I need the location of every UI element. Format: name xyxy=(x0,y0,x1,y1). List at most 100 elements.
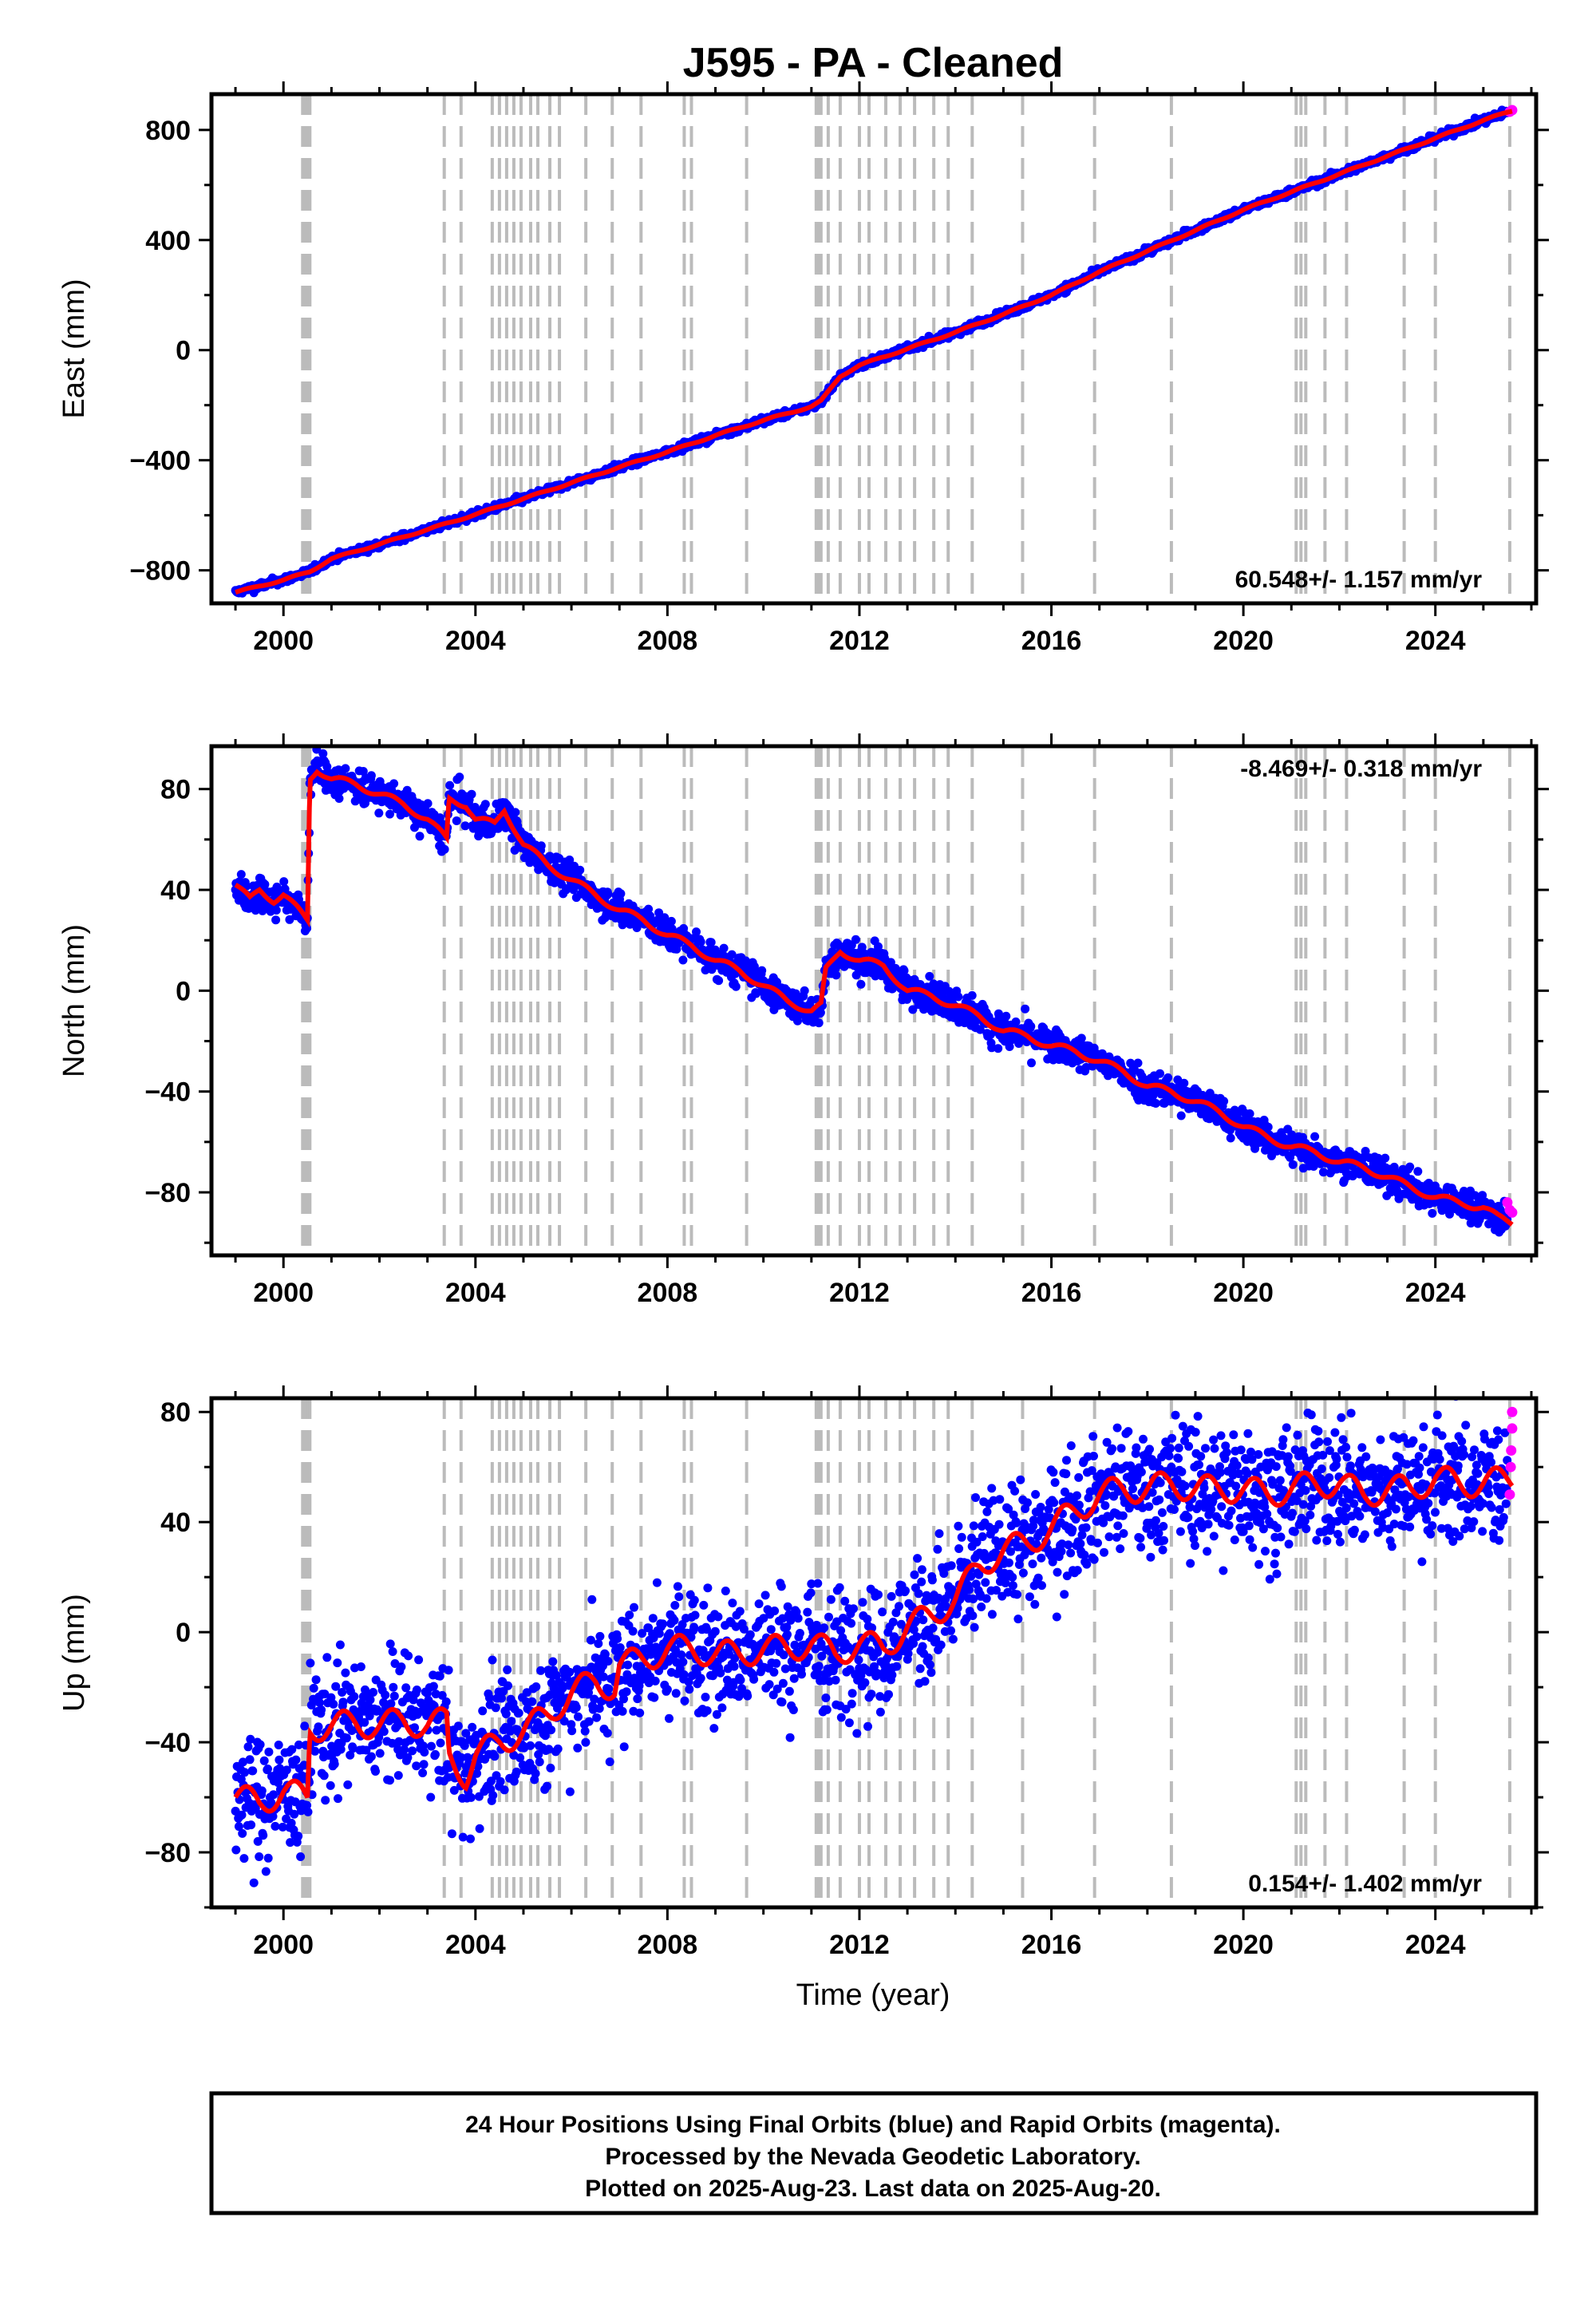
data-point xyxy=(1470,1191,1479,1200)
data-point xyxy=(342,1733,351,1743)
data-point xyxy=(257,1786,267,1796)
data-point xyxy=(236,870,246,879)
data-point xyxy=(874,942,883,951)
data-point xyxy=(1226,1133,1235,1143)
data-point xyxy=(239,1854,249,1863)
x-tick-label: 2016 xyxy=(1021,626,1082,656)
data-point xyxy=(374,808,384,818)
x-tick-label: 2004 xyxy=(445,1278,506,1308)
data-point xyxy=(314,1698,324,1707)
data-point xyxy=(268,1812,278,1821)
data-point xyxy=(616,889,626,899)
data-point xyxy=(259,1756,269,1765)
data-point xyxy=(654,908,664,918)
data-point xyxy=(1163,1073,1173,1082)
data-point xyxy=(294,1832,303,1841)
plot-area xyxy=(231,94,1518,603)
data-point xyxy=(322,1653,332,1662)
data-point xyxy=(1133,1058,1143,1068)
plot-area xyxy=(231,1398,1518,1907)
data-point xyxy=(287,1745,297,1754)
data-point xyxy=(908,1005,918,1014)
data-point xyxy=(275,1764,285,1773)
data-point xyxy=(452,816,461,825)
data-point xyxy=(320,1690,330,1699)
data-point xyxy=(346,1750,355,1760)
data-point xyxy=(302,923,312,933)
data-point xyxy=(238,1828,247,1838)
data-point xyxy=(358,767,368,776)
plot-frame xyxy=(209,744,1539,1258)
data-point xyxy=(240,1768,250,1777)
data-point xyxy=(341,1668,350,1678)
data-point xyxy=(1176,1111,1186,1120)
data-point xyxy=(994,1044,1003,1053)
data-point xyxy=(278,1822,287,1832)
data-point xyxy=(1288,1160,1298,1169)
data-point xyxy=(925,971,934,981)
data-point xyxy=(851,935,860,944)
data-point xyxy=(714,976,724,986)
data-point xyxy=(275,1755,284,1765)
data-point xyxy=(1226,1125,1235,1135)
data-point xyxy=(321,1796,330,1805)
data-point xyxy=(480,800,490,809)
data-point xyxy=(1405,1162,1415,1172)
data-point xyxy=(467,789,476,799)
data-point xyxy=(1077,1034,1086,1043)
data-point xyxy=(603,889,613,899)
x-tick-label: 2020 xyxy=(1213,626,1274,656)
data-point xyxy=(644,904,654,914)
x-tick-label: 2020 xyxy=(1213,1278,1274,1308)
x-tick-label: 2008 xyxy=(638,1278,698,1308)
data-point xyxy=(294,895,303,904)
data-point xyxy=(1413,1167,1423,1176)
data-point xyxy=(389,779,399,788)
data-point xyxy=(296,1852,306,1861)
data-point xyxy=(263,1765,272,1773)
data-point xyxy=(237,1810,247,1820)
y-tick-label: 0 xyxy=(176,336,191,366)
data-point xyxy=(1310,1132,1320,1141)
y-tick-label: −400 xyxy=(129,446,191,476)
y-tick-label: −80 xyxy=(144,1178,191,1208)
data-point xyxy=(857,943,867,952)
data-point xyxy=(660,913,670,923)
x-tick-label: 2000 xyxy=(253,626,314,656)
data-point xyxy=(335,1640,345,1650)
panel-up: 2000 2004 2008 2012 2016 2020 2024−80−4004080U… xyxy=(57,1385,1549,1960)
data-point xyxy=(302,1800,312,1810)
data-point xyxy=(706,938,716,947)
plot-area xyxy=(231,746,1518,1255)
data-point xyxy=(1263,1122,1273,1132)
data-point xyxy=(369,1688,378,1697)
data-point xyxy=(1381,1153,1390,1163)
data-point xyxy=(856,979,866,989)
data-point xyxy=(239,1757,247,1767)
data-point xyxy=(286,1838,295,1848)
data-point xyxy=(575,865,585,875)
data-point xyxy=(445,781,455,790)
model-fit-line xyxy=(235,109,1513,595)
model-fit-line xyxy=(234,769,1514,1227)
data-point xyxy=(334,1794,342,1804)
data-point xyxy=(366,771,376,781)
data-point xyxy=(1021,1004,1030,1014)
data-point xyxy=(263,1853,273,1863)
data-point xyxy=(886,958,895,967)
data-point xyxy=(314,1722,323,1732)
data-point xyxy=(727,950,737,959)
y-tick-label: 800 xyxy=(145,116,191,146)
data-point xyxy=(341,764,350,773)
data-point xyxy=(423,799,433,808)
data-point xyxy=(246,1734,255,1744)
data-point xyxy=(333,1658,342,1668)
x-tick-label: 2012 xyxy=(829,1278,890,1308)
data-point xyxy=(234,1822,243,1832)
data-point xyxy=(1219,1097,1229,1106)
data-point xyxy=(692,927,701,937)
data-point xyxy=(327,1741,337,1751)
data-point xyxy=(565,856,575,864)
data-point xyxy=(1318,1168,1328,1177)
data-point xyxy=(1027,1058,1036,1068)
